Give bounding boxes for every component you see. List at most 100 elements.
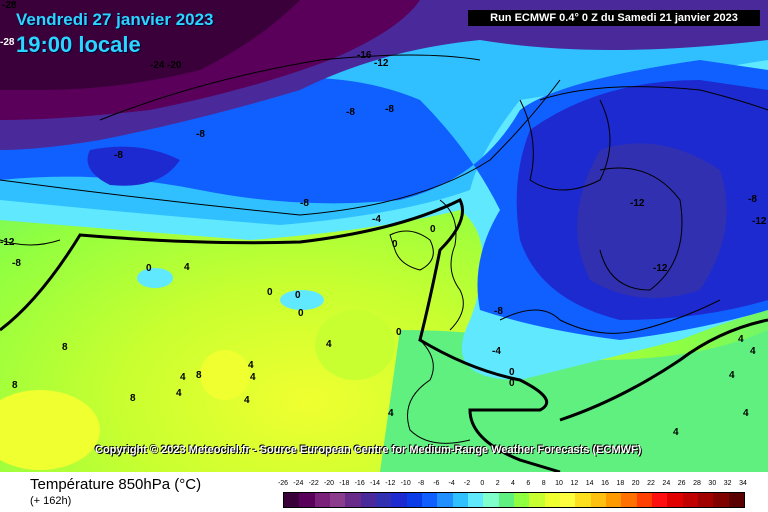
contour-label: 4	[738, 334, 744, 345]
scale-swatch	[284, 493, 300, 507]
contour-label: -8	[114, 150, 123, 161]
scale-tick-label: -14	[369, 480, 381, 487]
scale-tick-label: 28	[693, 480, 701, 487]
contour-label: -4	[492, 346, 501, 357]
contour-label: -12	[752, 216, 767, 227]
contour-label: -28	[0, 37, 15, 48]
scale-tick-label: 2	[495, 480, 500, 487]
scale-tick-label: -24	[293, 480, 304, 487]
scale-swatch	[559, 493, 576, 507]
scale-swatch	[590, 493, 606, 507]
scale-tick-label: 16	[601, 480, 609, 487]
scale-swatch	[667, 493, 683, 507]
scale-tick-label: 34	[739, 480, 747, 487]
contour-label: 4	[176, 388, 182, 399]
contour-label: 0	[146, 263, 152, 274]
contour-label: -8	[385, 104, 394, 115]
contour-label: 0	[267, 287, 273, 298]
contour-label: 0	[396, 327, 402, 338]
contour-label: 4	[750, 346, 756, 357]
contour-label: -8	[12, 258, 21, 269]
scale-swatch	[498, 493, 514, 507]
contour-label: 4	[673, 427, 679, 438]
scale-swatch	[513, 493, 530, 507]
forecast-date: Vendredi 27 janvier 2023	[16, 10, 214, 29]
contour-label: -8	[346, 107, 355, 118]
contour-label: -4	[372, 214, 381, 225]
contour-label: 0	[430, 224, 436, 235]
scale-tick-label: 32	[723, 480, 732, 487]
scale-swatch	[345, 493, 361, 507]
temperature-map	[0, 0, 768, 472]
scale-swatch	[544, 493, 560, 507]
contour-label: 4	[184, 262, 190, 273]
contour-label: -20	[167, 60, 182, 71]
copyright-notice: Copyright © 2023 Meteociel.fr - Source E…	[95, 444, 642, 456]
contour-label: -24	[150, 60, 165, 71]
scale-swatch	[329, 493, 346, 507]
scale-swatch	[621, 493, 637, 507]
contour-label: -28	[2, 0, 17, 11]
contour-label: 0	[295, 290, 301, 301]
scale-tick-label: -16	[354, 480, 365, 487]
scale-tick-label: 14	[585, 480, 594, 487]
scale-swatch	[682, 493, 698, 507]
scale-swatch	[437, 493, 453, 507]
scale-tick-label: -26	[277, 480, 289, 487]
contour-label: 8	[12, 380, 18, 391]
contour-label: 0	[298, 308, 304, 319]
contour-label: 4	[743, 408, 749, 419]
scale-tick-label: 26	[677, 480, 686, 487]
scale-tick-label: 20	[631, 480, 640, 487]
scale-tick-label: 18	[616, 480, 625, 487]
color-scale: -26 -24 -22 -20 -18 -16 -14 -12 -10 -8 -6 -4 -2 0 2 4 6 8…	[278, 480, 747, 510]
scale-tick-label: -8	[417, 480, 425, 487]
scale-swatch	[651, 493, 668, 507]
scale-tick-label: 0	[480, 480, 485, 487]
scale-swatch	[360, 493, 376, 507]
scale-bar	[283, 492, 745, 508]
contour-label: 0	[392, 239, 398, 250]
scale-swatch	[636, 493, 652, 507]
contour-label: -16	[357, 50, 372, 61]
scale-swatch	[375, 493, 392, 507]
scale-swatch	[529, 493, 545, 507]
contour-label: 4	[388, 408, 394, 419]
contour-label: 4	[180, 372, 186, 383]
scale-swatch	[697, 493, 714, 507]
scale-tick-label: -2	[463, 480, 471, 487]
scale-swatch	[421, 493, 438, 507]
scale-swatch	[605, 493, 622, 507]
scale-tick-label: -10	[400, 480, 411, 487]
contour-label: 4	[248, 360, 254, 371]
scale-tick-label: -4	[448, 480, 455, 487]
contour-label: -12	[0, 237, 15, 248]
contour-label: -8	[494, 306, 503, 317]
scale-tick-label: -6	[433, 480, 440, 487]
scale-swatch	[483, 493, 499, 507]
contour-label: 0	[509, 367, 515, 378]
scale-swatch	[406, 493, 422, 507]
scale-tick-label: 30	[708, 480, 717, 487]
scale-tick-label: 24	[662, 480, 671, 487]
scale-tick-label: -22	[308, 480, 319, 487]
scale-tick-label: 4	[511, 480, 515, 487]
contour-label: -8	[748, 194, 757, 205]
scale-swatch	[713, 493, 729, 507]
scale-swatch	[575, 493, 591, 507]
scale-swatch	[391, 493, 407, 507]
contour-label: 0	[509, 378, 515, 389]
scale-tick-label: -18	[339, 480, 350, 487]
contour-label: -12	[374, 58, 389, 69]
contour-label: 8	[62, 342, 68, 353]
variable-title: Température 850hPa (°C)	[30, 476, 202, 493]
scale-tick-label: 10	[555, 480, 563, 487]
model-run-label: Run ECMWF 0.4° 0 Z du Samedi 21 janvier …	[468, 10, 760, 26]
contour-label: -8	[300, 198, 309, 209]
scale-swatch	[452, 493, 468, 507]
lead-time: (+ 162h)	[30, 495, 72, 507]
scale-tick-label: 8	[541, 480, 546, 487]
scale-swatch	[728, 493, 744, 507]
contour-label: 8	[196, 370, 202, 381]
